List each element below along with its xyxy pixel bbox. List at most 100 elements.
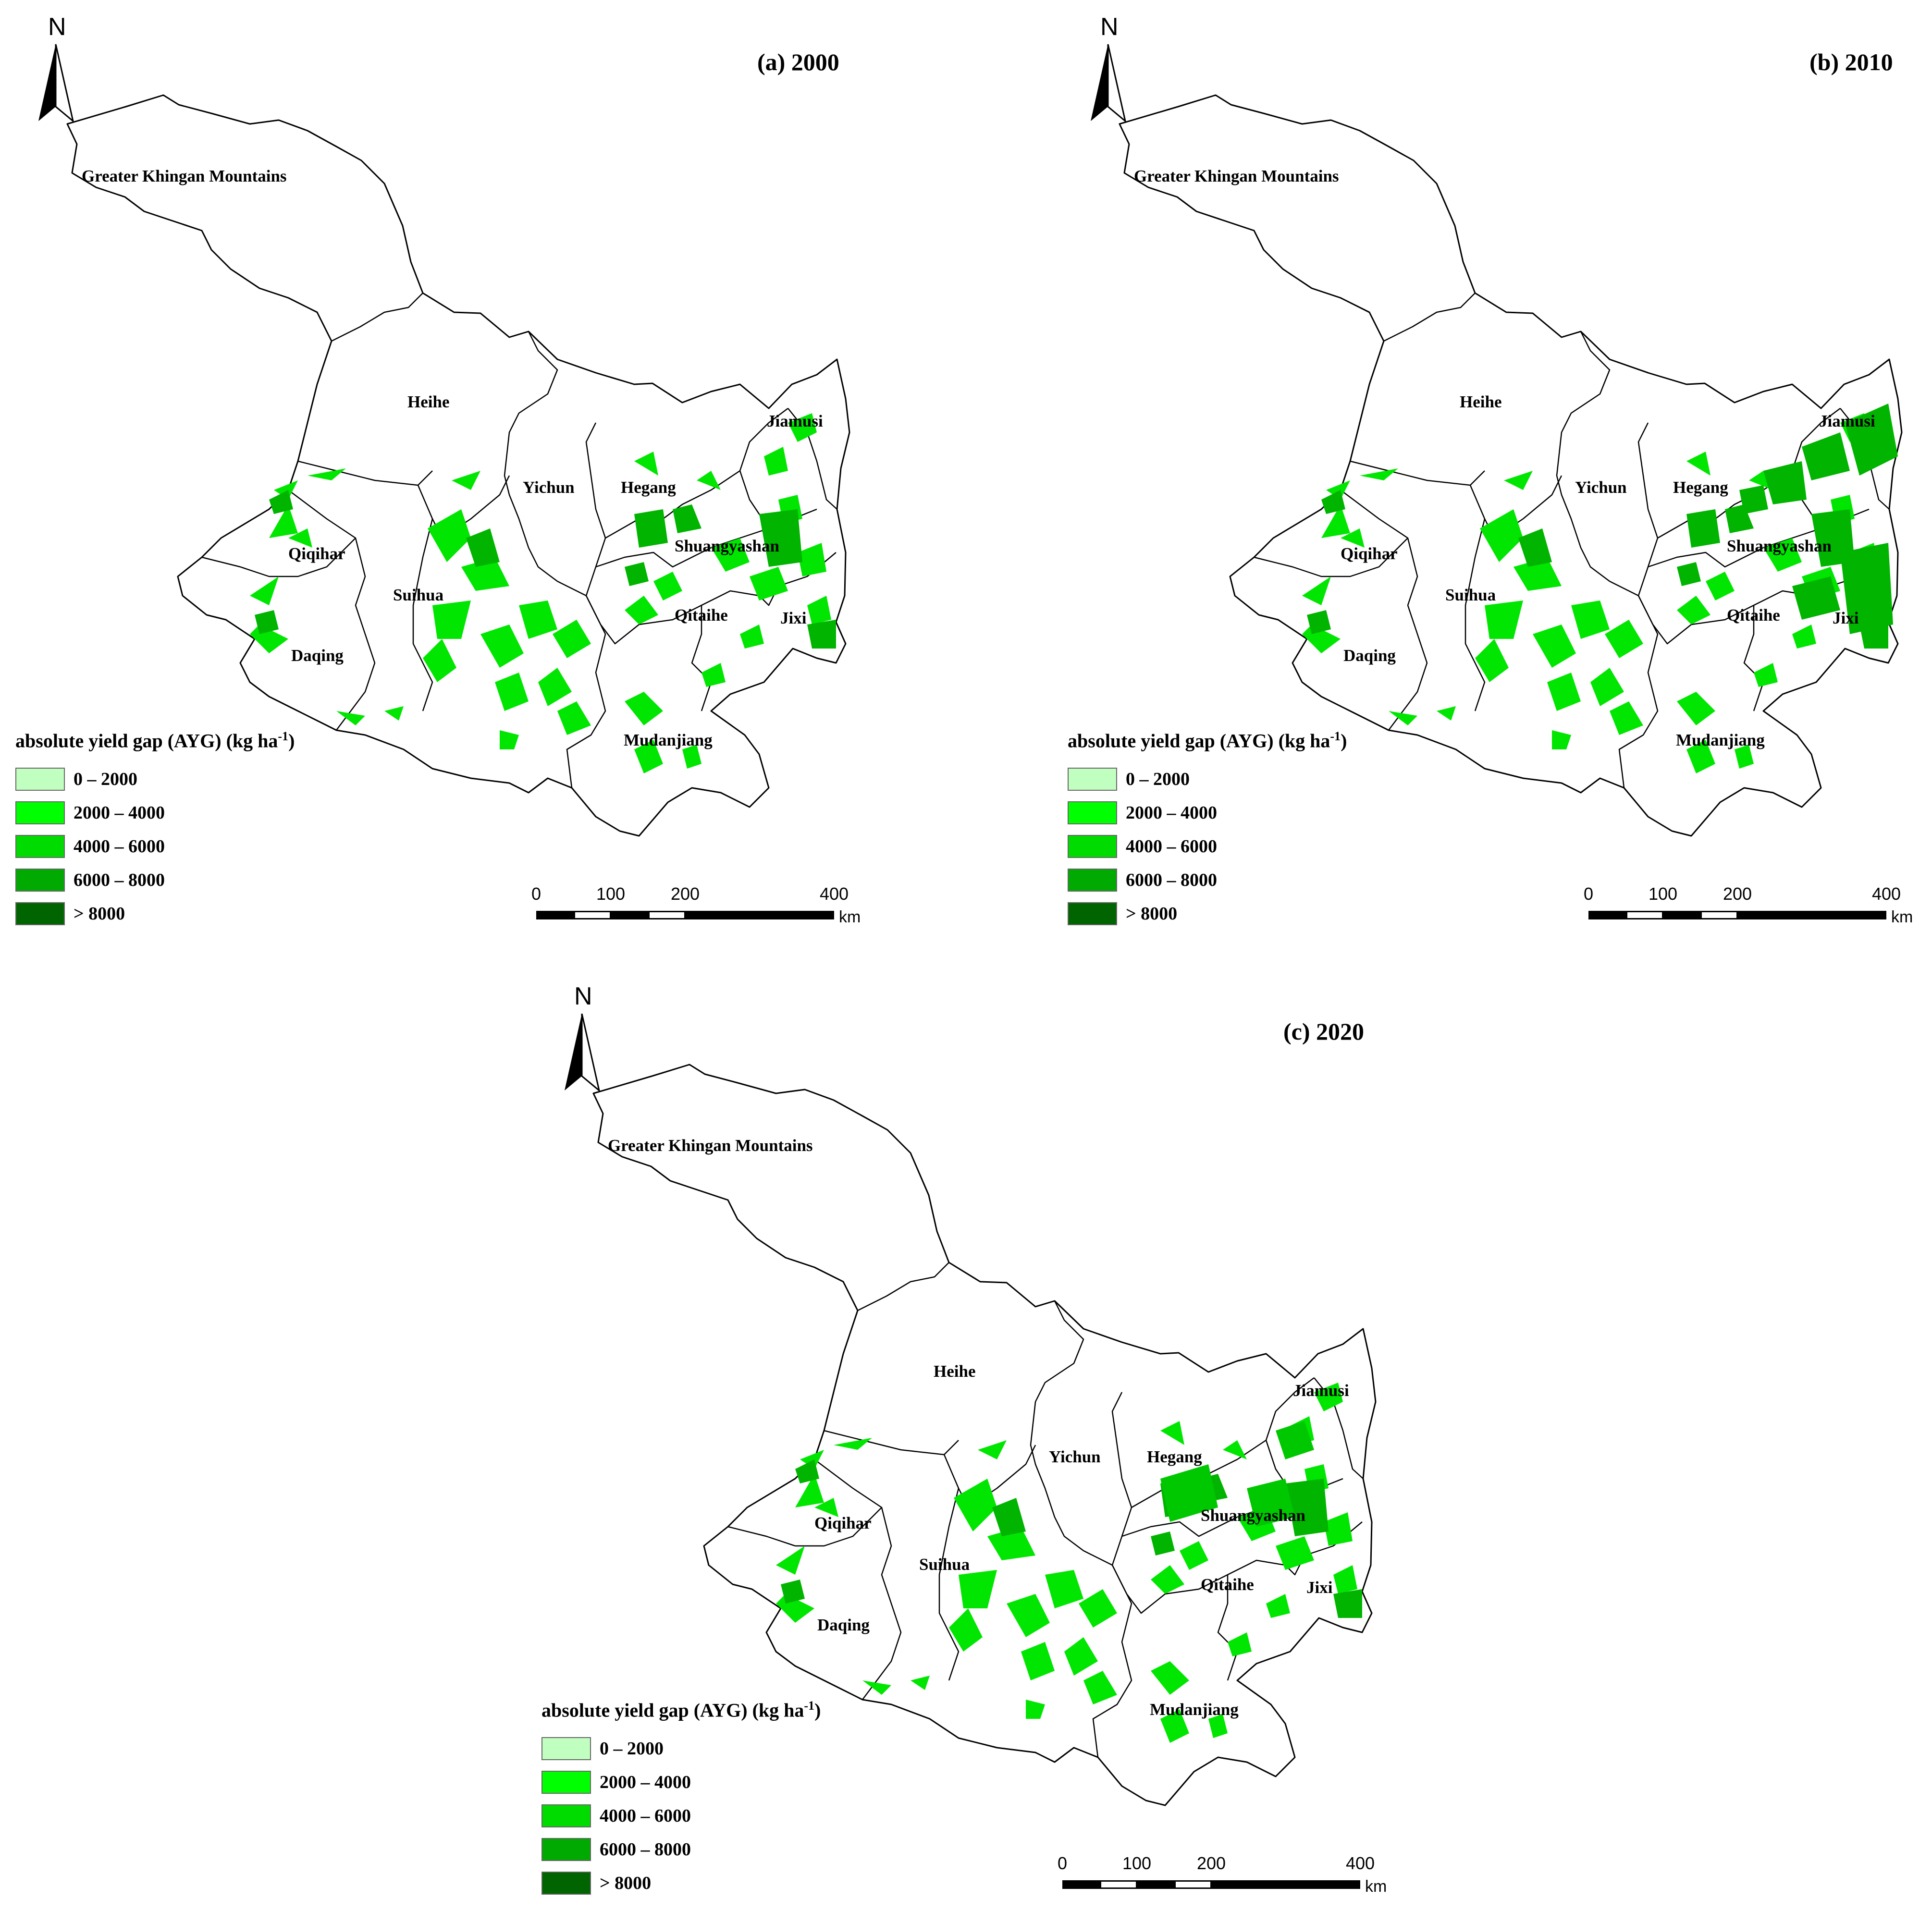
legend-swatch — [541, 1771, 591, 1794]
region-label-qitaihe: Qitaihe — [1201, 1575, 1254, 1594]
legend-swatch — [15, 902, 65, 926]
legend-swatch — [1068, 768, 1117, 791]
legend-swatch — [541, 1804, 591, 1828]
map-panel-b: N (b) 2010 Greater Khingan Mountains Hei… — [1052, 0, 1932, 942]
scale-tick: 400 — [1871, 884, 1901, 904]
panel-title: (c) 2020 — [1283, 1018, 1364, 1045]
legend: absolute yield gap (AYG) (kg ha-1) 0 – 2… — [541, 1699, 821, 1900]
legend-swatch — [15, 835, 65, 858]
legend-item: 4000 – 6000 — [15, 830, 295, 863]
region-label-jiamusi: Jiamusi — [1293, 1381, 1349, 1400]
region-label-qitaihe: Qitaihe — [675, 606, 728, 625]
scale-tick: 100 — [1648, 884, 1678, 904]
region-label-greater-khingan: Greater Khingan Mountains — [608, 1136, 813, 1155]
panel-title: (b) 2010 — [1809, 49, 1893, 75]
region-label-jixi: Jixi — [1306, 1578, 1333, 1597]
legend-title: absolute yield gap (AYG) (kg ha-1) — [15, 729, 295, 752]
legend-swatch — [541, 1737, 591, 1761]
region-label-qiqihar: Qiqihar — [1341, 544, 1398, 563]
scale-tick: 0 — [531, 884, 541, 904]
region-label-heihe: Heihe — [934, 1362, 975, 1381]
legend-item: 0 – 2000 — [15, 762, 295, 796]
region-label-yichun: Yichun — [1049, 1447, 1101, 1466]
region-label-daqing: Daqing — [291, 646, 344, 665]
scale-tick: 0 — [1057, 1853, 1068, 1873]
region-label-qiqihar: Qiqihar — [288, 544, 345, 563]
legend-swatch — [541, 1838, 591, 1862]
legend-title: absolute yield gap (AYG) (kg ha-1) — [1068, 729, 1347, 752]
scale-unit: km — [839, 908, 861, 926]
map-panel-c: N (c) 2020 Greater Khingan Mountains Hei… — [526, 969, 1468, 1911]
legend-swatch — [15, 768, 65, 791]
legend-item: 2000 – 4000 — [541, 1765, 821, 1799]
scale-tick: 0 — [1583, 884, 1594, 904]
region-label-yichun: Yichun — [1575, 478, 1627, 497]
region-label-qitaihe: Qitaihe — [1727, 606, 1780, 625]
region-label-heihe: Heihe — [1460, 392, 1501, 411]
scale-tick: 200 — [1196, 1853, 1226, 1873]
region-label-hegang: Hegang — [1147, 1447, 1202, 1466]
north-arrow-icon — [565, 1014, 601, 1092]
legend-swatch — [1068, 902, 1117, 926]
region-label-yichun: Yichun — [523, 478, 575, 497]
province-map: Greater Khingan Mountains Heihe Yichun J… — [66, 94, 850, 837]
region-label-jiamusi: Jiamusi — [767, 412, 823, 430]
region-label-daqing: Daqing — [817, 1616, 870, 1634]
region-label-mudanjiang: Mudanjiang — [1676, 731, 1765, 749]
scale-tick: 100 — [596, 884, 626, 904]
legend-title: absolute yield gap (AYG) (kg ha-1) — [541, 1699, 821, 1721]
north-arrow-icon — [1091, 44, 1127, 123]
legend-item: 2000 – 4000 — [15, 796, 295, 830]
region-label-suihua: Suihua — [1445, 586, 1496, 604]
legend-swatch — [541, 1872, 591, 1895]
legend-item: 6000 – 8000 — [15, 863, 295, 897]
north-label: N — [48, 13, 66, 41]
legend: absolute yield gap (AYG) (kg ha-1) 0 – 2… — [15, 729, 295, 931]
north-label: N — [1100, 13, 1119, 41]
region-label-jixi: Jixi — [1833, 609, 1859, 627]
scale-bar: 0 100 200 400 km — [531, 884, 901, 932]
region-label-greater-khingan: Greater Khingan Mountains — [82, 167, 287, 185]
scale-bar: 0 100 200 400 km — [1058, 1853, 1427, 1901]
scale-unit: km — [1365, 1877, 1387, 1896]
north-label: N — [574, 982, 592, 1010]
region-label-greater-khingan: Greater Khingan Mountains — [1134, 167, 1339, 185]
legend-swatch — [15, 869, 65, 892]
scale-tick: 100 — [1122, 1853, 1152, 1873]
legend-item: 6000 – 8000 — [1068, 863, 1347, 897]
scale-tick: 200 — [670, 884, 700, 904]
scale-tick: 200 — [1723, 884, 1752, 904]
legend-swatch — [15, 801, 65, 825]
region-label-hegang: Hegang — [621, 478, 676, 497]
legend-item: 0 – 2000 — [541, 1732, 821, 1765]
scale-tick: 400 — [1345, 1853, 1375, 1873]
scale-tick: 400 — [819, 884, 849, 904]
region-label-hegang: Hegang — [1673, 478, 1728, 497]
legend-item: > 8000 — [1068, 897, 1347, 931]
legend-swatch — [1068, 801, 1117, 825]
region-label-jixi: Jixi — [780, 609, 807, 627]
legend-item: 4000 – 6000 — [1068, 830, 1347, 863]
panel-title: (a) 2000 — [757, 49, 839, 75]
map-panel-a: N (a) 2000 Greater Khingan Mountains Hei… — [0, 0, 942, 942]
region-label-suihua: Suihua — [393, 586, 443, 604]
legend-item: 2000 – 4000 — [1068, 796, 1347, 830]
legend-item: 6000 – 8000 — [541, 1833, 821, 1866]
legend-item: 4000 – 6000 — [541, 1799, 821, 1833]
region-label-qiqihar: Qiqihar — [814, 1514, 872, 1532]
region-label-jiamusi: Jiamusi — [1819, 412, 1875, 430]
region-label-shuangyashan: Shuangyashan — [1727, 537, 1832, 555]
region-label-suihua: Suihua — [919, 1555, 970, 1574]
legend-swatch — [1068, 835, 1117, 858]
legend-swatch — [1068, 869, 1117, 892]
region-label-heihe: Heihe — [407, 392, 449, 411]
legend-item: 0 – 2000 — [1068, 762, 1347, 796]
north-arrow-icon — [38, 44, 74, 123]
region-label-shuangyashan: Shuangyashan — [1201, 1506, 1305, 1525]
legend-item: > 8000 — [541, 1866, 821, 1900]
region-label-daqing: Daqing — [1343, 646, 1396, 665]
legend: absolute yield gap (AYG) (kg ha-1) 0 – 2… — [1068, 729, 1347, 931]
province-map: Greater Khingan Mountains Heihe Yichun J… — [1119, 94, 1903, 837]
region-label-mudanjiang: Mudanjiang — [1150, 1700, 1239, 1719]
legend-item: > 8000 — [15, 897, 295, 931]
